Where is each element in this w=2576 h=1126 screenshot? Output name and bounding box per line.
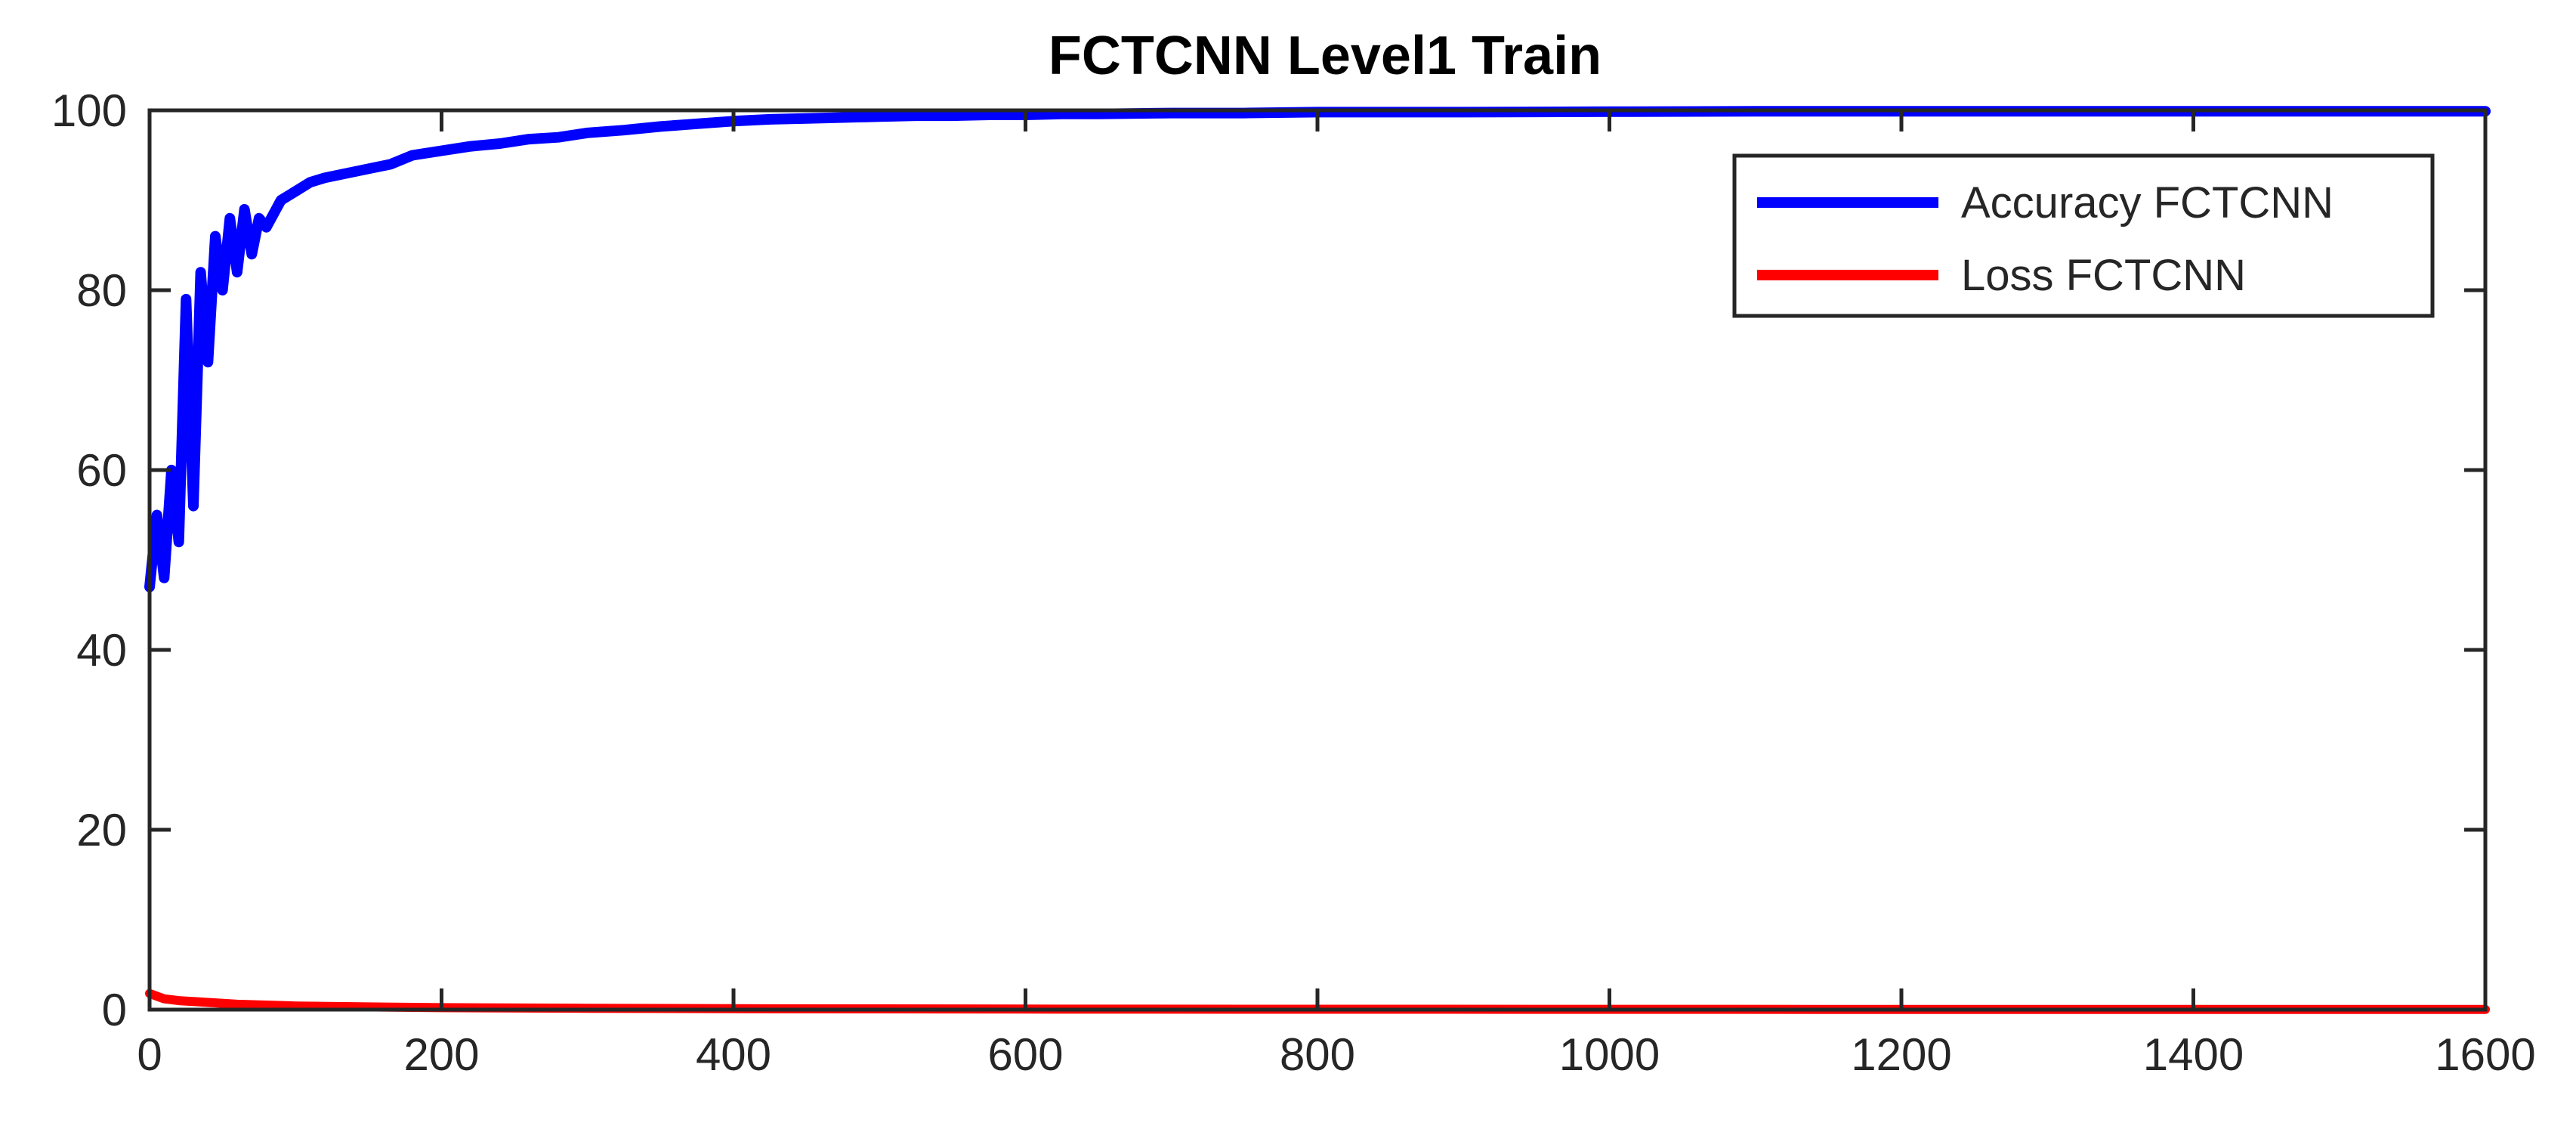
- y-tick-label: 100: [51, 85, 127, 136]
- x-tick-label: 1200: [1851, 1029, 1951, 1080]
- axes-layer: 0 200 400 600 800 1000 1200 1400 1600 0 20 40 60 80 10…: [51, 85, 2536, 1080]
- x-tick-label: 600: [987, 1029, 1063, 1080]
- legend: Accuracy FCTCNN Loss FCTCNN: [1732, 153, 2435, 318]
- y-tick-label: 20: [76, 805, 127, 855]
- legend-label-loss: Loss FCTCNN: [1961, 251, 2246, 300]
- x-tick-label: 800: [1280, 1029, 1355, 1080]
- x-tick-label: 0: [137, 1029, 162, 1080]
- x-tick-label: 1000: [1559, 1029, 1660, 1080]
- legend-label-accuracy: Accuracy FCTCNN: [1961, 178, 2334, 227]
- y-tick-label: 0: [102, 985, 127, 1035]
- y-tick-label: 40: [76, 625, 127, 676]
- x-tick-label: 200: [403, 1029, 479, 1080]
- legend-box: [1732, 153, 2435, 318]
- chart-title: FCTCNN Level1 Train: [1049, 26, 1602, 86]
- y-tick-label: 80: [76, 265, 127, 316]
- x-tick-label: 400: [696, 1029, 771, 1080]
- x-tick-label: 1400: [2143, 1029, 2244, 1080]
- series-line-accuracy: [144, 106, 2491, 592]
- x-tick-label: 1600: [2435, 1029, 2535, 1080]
- y-tick-label: 60: [76, 445, 127, 496]
